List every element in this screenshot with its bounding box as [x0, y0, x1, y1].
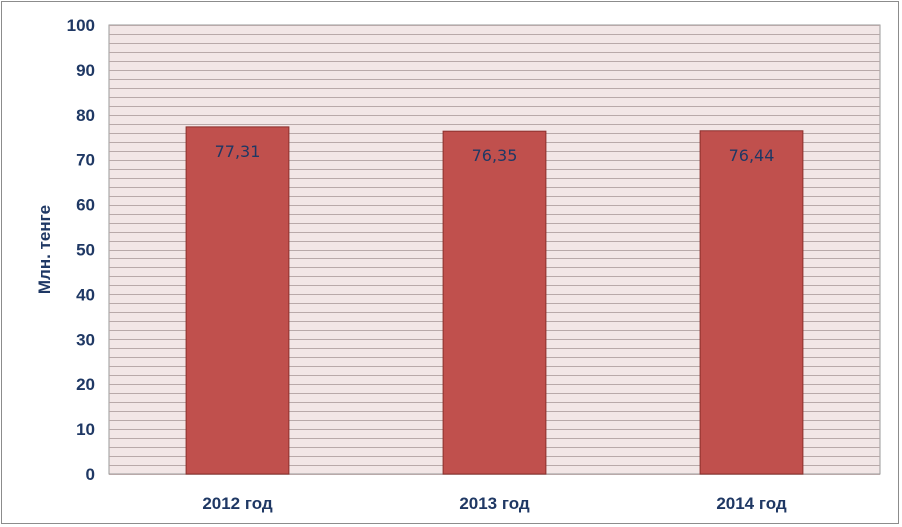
y-tick-label: 30 [76, 330, 95, 349]
y-tick-label: 80 [76, 106, 95, 125]
y-tick-label: 60 [76, 196, 95, 215]
y-tick-label: 10 [76, 420, 95, 439]
x-axis-categories: 2012 год 2013 год 2014 год [202, 494, 787, 513]
y-tick-label: 50 [76, 241, 95, 260]
x-category-label: 2014 год [716, 494, 787, 513]
bar [699, 130, 804, 475]
y-tick-label: 0 [86, 465, 95, 484]
y-tick-label: 20 [76, 375, 95, 394]
y-tick-label: 90 [76, 61, 95, 80]
x-category-label: 2013 год [459, 494, 530, 513]
x-category-label: 2012 год [202, 494, 273, 513]
y-tick-label: 70 [76, 151, 95, 170]
data-labels: 77,31 76,35 76,44 [215, 142, 775, 165]
y-axis-ticks: 0 10 20 30 40 50 60 70 80 90 100 [67, 16, 95, 484]
data-label: 76,44 [729, 146, 775, 165]
y-axis-label: Млн. тенге [35, 205, 54, 294]
data-label: 77,31 [215, 142, 261, 161]
bar [185, 126, 290, 475]
data-label: 76,35 [472, 146, 518, 165]
y-tick-label: 100 [67, 16, 95, 35]
bars [185, 126, 804, 475]
bar [442, 130, 547, 475]
y-tick-label: 40 [76, 285, 95, 304]
